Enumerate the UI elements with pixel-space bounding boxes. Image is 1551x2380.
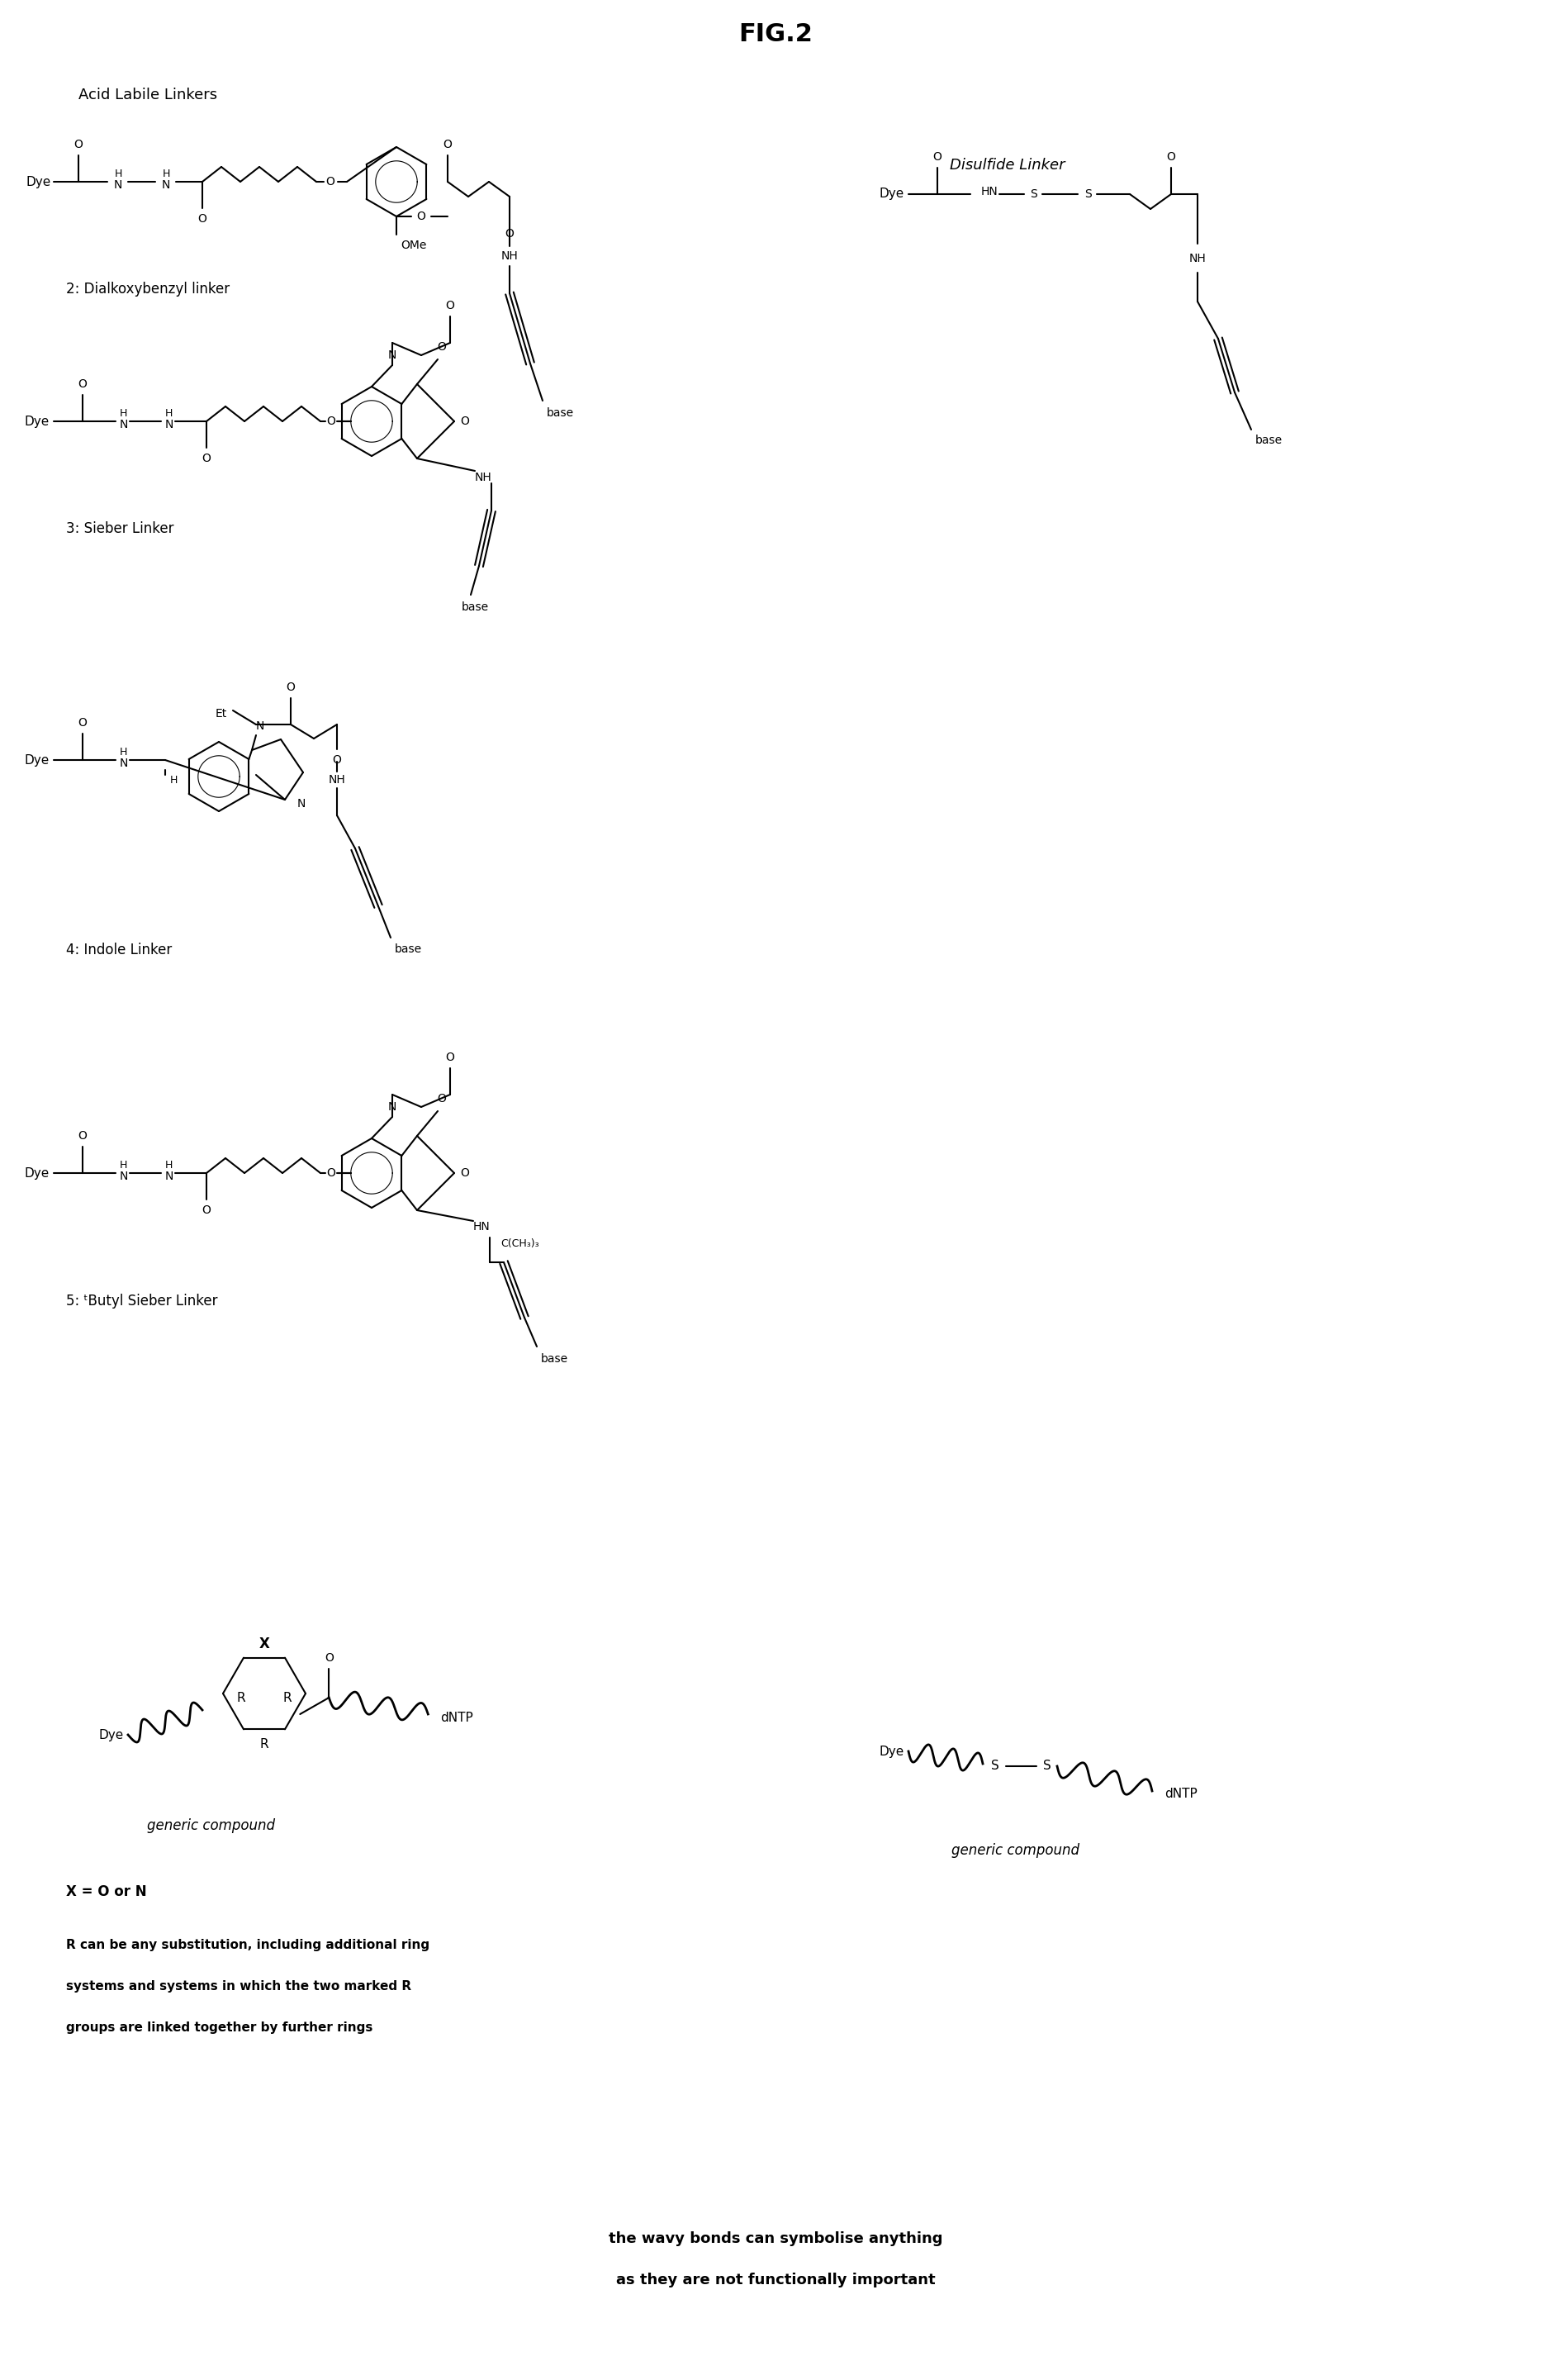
Text: 5: ᵗButyl Sieber Linker: 5: ᵗButyl Sieber Linker — [67, 1295, 217, 1309]
Text: HN: HN — [473, 1221, 490, 1233]
Text: N: N — [388, 350, 397, 362]
Text: O: O — [202, 452, 211, 464]
Text: O: O — [1166, 152, 1176, 162]
Text: X: X — [259, 1637, 270, 1652]
Text: H: H — [119, 407, 127, 419]
Text: O: O — [417, 212, 425, 221]
Text: FIG.2: FIG.2 — [738, 24, 813, 48]
Text: O: O — [78, 716, 87, 728]
Text: O: O — [326, 176, 335, 188]
Text: N: N — [119, 757, 129, 769]
Text: NH: NH — [475, 471, 492, 483]
Text: NH: NH — [329, 774, 346, 785]
Text: H: H — [119, 747, 127, 757]
Text: O: O — [437, 1092, 447, 1104]
Text: O: O — [437, 340, 447, 352]
Text: C(CH₃)₃: C(CH₃)₃ — [501, 1238, 540, 1250]
Text: base: base — [548, 407, 574, 419]
Text: generic compound: generic compound — [952, 1842, 1079, 1859]
Text: H: H — [169, 776, 177, 785]
Text: NH: NH — [1190, 252, 1207, 264]
Text: N: N — [119, 419, 129, 431]
Text: O: O — [327, 416, 335, 426]
Text: N: N — [164, 419, 174, 431]
Text: N: N — [388, 1102, 397, 1114]
Text: R can be any substitution, including additional ring: R can be any substitution, including add… — [67, 1940, 430, 1952]
Text: O: O — [445, 1052, 454, 1064]
Text: Dye: Dye — [25, 414, 50, 428]
Text: as they are not functionally important: as they are not functionally important — [616, 2273, 935, 2287]
Text: 2: Dialkoxybenzyl linker: 2: Dialkoxybenzyl linker — [67, 281, 230, 298]
Text: R: R — [282, 1692, 292, 1704]
Text: Acid Labile Linkers: Acid Labile Linkers — [79, 88, 217, 102]
Text: O: O — [461, 416, 470, 426]
Text: the wavy bonds can symbolise anything: the wavy bonds can symbolise anything — [608, 2232, 943, 2247]
Text: S: S — [1084, 188, 1092, 200]
Text: S: S — [1030, 188, 1038, 200]
Text: Et: Et — [216, 707, 226, 719]
Text: H: H — [115, 169, 123, 178]
Text: groups are linked together by further rings: groups are linked together by further ri… — [67, 2023, 372, 2035]
Text: O: O — [461, 1166, 470, 1178]
Text: X = O or N: X = O or N — [67, 1885, 147, 1899]
Text: N: N — [161, 178, 171, 190]
Text: N: N — [119, 1171, 129, 1183]
Text: Dye: Dye — [25, 1166, 50, 1178]
Text: Disulfide Linker: Disulfide Linker — [949, 157, 1066, 174]
Text: H: H — [164, 1159, 172, 1171]
Text: O: O — [506, 228, 513, 240]
Text: N: N — [113, 178, 123, 190]
Text: O: O — [932, 152, 941, 162]
Text: Dye: Dye — [879, 1745, 904, 1756]
Text: O: O — [78, 1130, 87, 1142]
Text: R: R — [261, 1737, 268, 1752]
Text: Dye: Dye — [99, 1728, 124, 1742]
Text: base: base — [541, 1354, 568, 1364]
Text: O: O — [287, 681, 295, 693]
Text: HN: HN — [982, 186, 999, 198]
Text: S: S — [991, 1761, 999, 1773]
Text: O: O — [202, 1204, 211, 1216]
Text: Dye: Dye — [26, 176, 51, 188]
Text: NH: NH — [501, 250, 518, 262]
Text: base: base — [461, 602, 489, 614]
Text: dNTP: dNTP — [1165, 1787, 1197, 1802]
Text: S: S — [1044, 1761, 1052, 1773]
Text: H: H — [163, 169, 171, 178]
Text: base: base — [1255, 436, 1283, 445]
Text: 4: Indole Linker: 4: Indole Linker — [67, 942, 172, 957]
Text: OMe: OMe — [400, 240, 427, 252]
Text: Dye: Dye — [879, 188, 904, 200]
Text: systems and systems in which the two marked R: systems and systems in which the two mar… — [67, 1980, 411, 1992]
Text: N: N — [298, 797, 306, 809]
Text: O: O — [78, 378, 87, 390]
Text: O: O — [74, 138, 82, 150]
Text: 3: Sieber Linker: 3: Sieber Linker — [67, 521, 174, 536]
Text: H: H — [164, 407, 172, 419]
Text: N: N — [164, 1171, 174, 1183]
Text: Dye: Dye — [25, 754, 50, 766]
Text: O: O — [327, 1166, 335, 1178]
Text: generic compound: generic compound — [147, 1818, 275, 1833]
Text: O: O — [445, 300, 454, 312]
Text: dNTP: dNTP — [440, 1711, 473, 1726]
Text: N: N — [256, 721, 264, 733]
Text: base: base — [396, 942, 422, 954]
Text: R: R — [237, 1692, 245, 1704]
Text: O: O — [324, 1652, 333, 1664]
Text: O: O — [332, 754, 341, 766]
Text: O: O — [444, 138, 453, 150]
Text: H: H — [119, 1159, 127, 1171]
Text: O: O — [199, 214, 206, 224]
